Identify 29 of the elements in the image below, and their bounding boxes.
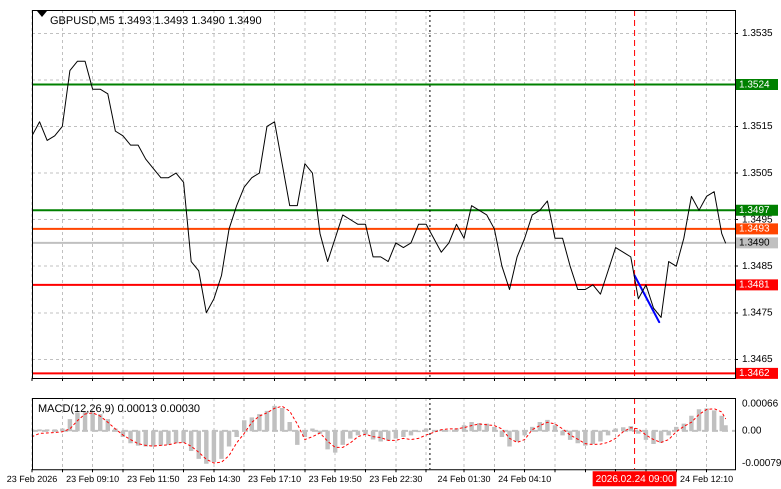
- y-tick-label: 0.00: [742, 426, 762, 437]
- ref-line-label: 1.3490: [739, 238, 770, 249]
- x-tick-label: 23 Feb 2026: [6, 474, 58, 484]
- ref-line-label: 1.3524: [739, 79, 770, 90]
- x-tick-label: 23 Feb 11:50: [127, 474, 180, 484]
- y-tick-label: 1.3535: [742, 28, 774, 40]
- y-tick-label: -0.00079: [742, 458, 781, 470]
- chart-title: GBPUSD,M5 1.3493 1.3493 1.3490 1.3490: [50, 15, 262, 28]
- x-tick-label: 24 Feb 04:10: [498, 474, 552, 484]
- ref-line-label: 1.3462: [739, 368, 770, 380]
- y-tick-label: 1.3485: [742, 260, 774, 272]
- x-tick-label: 24 Feb 01:30: [438, 474, 491, 484]
- chart-title: MACD(12,26,9) 0.00013 0.00030: [38, 403, 200, 416]
- y-tick-label: 1.3475: [742, 308, 774, 319]
- y-tick-label: 0.00066: [742, 398, 779, 410]
- ref-line-label: 1.3481: [739, 280, 770, 291]
- x-tick-label: 23 Feb 22:30: [369, 474, 422, 484]
- ref-line-label: 1.3493: [739, 224, 770, 235]
- x-tick-label: 23 Feb 09:10: [66, 474, 120, 484]
- y-tick-label: 1.3495: [742, 214, 774, 226]
- x-tick-label: 23 Feb 19:50: [308, 474, 362, 484]
- y-tick-label: 1.3515: [742, 121, 774, 132]
- x-tick-label: 24 Feb 12:10: [680, 474, 734, 484]
- x-tick-label: 23 Feb 17:10: [248, 474, 302, 484]
- x-tick-label: 23 Feb 14:30: [187, 474, 240, 484]
- y-tick-label: 1.3505: [742, 168, 774, 179]
- ref-line-label: 2026.02.24 09:00: [596, 474, 674, 485]
- ref-line-label: 1.3497: [739, 205, 770, 216]
- y-tick-label: 1.3465: [742, 354, 774, 366]
